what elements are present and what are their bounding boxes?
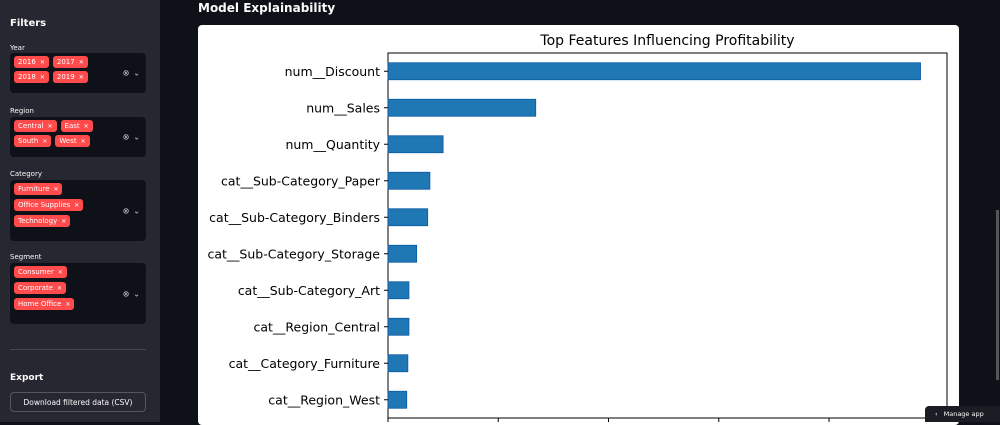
feature-importance-chart: Top Features Influencing Profitability nu… [198, 25, 959, 425]
y-tick-label: cat__Region_Central [254, 319, 381, 334]
bar [387, 62, 921, 81]
filter-tag[interactable]: West ✕ [55, 135, 90, 147]
remove-tag-icon[interactable]: ✕ [57, 285, 63, 292]
download-csv-button[interactable]: Download filtered data (CSV) [10, 392, 146, 412]
filter-tag[interactable]: Central ✕ [14, 120, 57, 132]
bar [387, 98, 537, 117]
filter-tag[interactable]: Technology ✕ [14, 215, 71, 227]
tag-label: Office Supplies [18, 201, 71, 209]
remove-tag-icon[interactable]: ✕ [78, 59, 84, 66]
segment-label: Segment [10, 253, 42, 261]
filter-tag[interactable]: 2016 ✕ [14, 56, 49, 68]
bar [387, 135, 444, 154]
clear-all-icon[interactable]: ⊗ [122, 289, 130, 298]
y-tick-label: cat__Sub-Category_Paper [221, 173, 381, 188]
bar [387, 317, 410, 336]
year-label: Year [10, 44, 25, 52]
category-multiselect[interactable]: Furniture ✕ Office Supplies ✕ Technology ✕ ⊗ ⌄ [10, 180, 146, 241]
filter-tag[interactable]: 2018 ✕ [14, 71, 49, 83]
bar [387, 281, 410, 300]
remove-tag-icon[interactable]: ✕ [78, 74, 84, 81]
remove-tag-icon[interactable]: ✕ [83, 123, 89, 130]
bar [387, 208, 429, 227]
y-tick-label: cat__Category_Furniture [229, 356, 381, 371]
tag-label: South [18, 137, 39, 145]
filter-tag[interactable]: Furniture ✕ [14, 183, 63, 195]
tag-label: Technology [18, 217, 58, 225]
clear-all-icon[interactable]: ⊗ [122, 68, 130, 78]
bar [387, 244, 418, 263]
plot-frame [387, 52, 948, 419]
sidebar: Filters Year 2016 ✕ 2017 ✕ 2018 ✕ 2019 ✕ ⊗ ⌄ Region… [0, 0, 160, 422]
tag-label: East [64, 122, 80, 130]
clear-all-icon[interactable]: ⊗ [122, 132, 130, 142]
chevron-left-icon: ‹ [935, 410, 938, 418]
remove-tag-icon[interactable]: ✕ [53, 186, 59, 193]
bar [387, 354, 409, 373]
remove-tag-icon[interactable]: ✕ [57, 269, 63, 276]
tag-label: 2016 [18, 58, 36, 66]
filter-tag[interactable]: East ✕ [60, 120, 93, 132]
tag-label: Central [18, 122, 44, 130]
tag-label: Corporate [18, 284, 53, 292]
manage-app-label: Manage app [943, 410, 984, 418]
category-label: Category [10, 170, 42, 178]
filters-heading: Filters [10, 18, 47, 29]
y-tick-label: num__Discount [285, 64, 380, 79]
remove-tag-icon[interactable]: ✕ [47, 123, 53, 130]
segment-multiselect[interactable]: Consumer ✕ Corporate ✕ Home Office ✕ ⊗ ⌄ [10, 263, 146, 324]
remove-tag-icon[interactable]: ✕ [42, 138, 48, 145]
section-title: Model Explainability [198, 1, 336, 15]
chart-svg: Top Features Influencing Profitability nu… [208, 33, 948, 422]
chevron-down-icon[interactable]: ⌄ [133, 68, 140, 78]
remove-tag-icon[interactable]: ✕ [80, 138, 86, 145]
remove-tag-icon[interactable]: ✕ [61, 218, 67, 225]
tag-label: 2018 [18, 73, 36, 81]
filter-tag[interactable]: 2019 ✕ [52, 71, 88, 83]
y-tick-label: cat__Sub-Category_Storage [208, 246, 381, 261]
filter-tag[interactable]: Corporate ✕ [14, 282, 67, 294]
region-label: Region [10, 107, 34, 115]
region-multiselect[interactable]: Central ✕ East ✕ South ✕ West ✕ ⊗ ⌄ [10, 117, 146, 157]
chart-title: Top Features Influencing Profitability [539, 33, 794, 49]
tag-label: 2019 [56, 73, 75, 81]
remove-tag-icon[interactable]: ✕ [39, 74, 45, 81]
chevron-down-icon[interactable]: ⌄ [133, 132, 140, 142]
bar [387, 390, 408, 409]
scrollbar[interactable] [996, 210, 999, 380]
tag-label: Home Office [18, 300, 62, 308]
chevron-down-icon[interactable]: ⌄ [133, 206, 140, 215]
remove-tag-icon[interactable]: ✕ [74, 202, 80, 209]
tag-label: West [59, 137, 77, 145]
y-tick-label: num__Sales [306, 100, 380, 115]
tag-label: 2017 [56, 58, 75, 66]
y-tick-label: num__Quantity [285, 137, 380, 152]
bar [387, 171, 431, 190]
manage-app-button[interactable]: ‹ Manage app [925, 406, 1000, 422]
filter-tag[interactable]: Home Office ✕ [14, 298, 75, 310]
filter-tag[interactable]: Office Supplies ✕ [14, 199, 84, 211]
filter-tag[interactable]: 2017 ✕ [52, 56, 88, 68]
divider [10, 349, 146, 350]
filter-tag[interactable]: Consumer ✕ [14, 266, 67, 278]
remove-tag-icon[interactable]: ✕ [39, 59, 45, 66]
y-tick-label: cat__Sub-Category_Art [238, 283, 380, 298]
y-tick-label: cat__Region_West [268, 392, 380, 407]
y-tick-label: cat__Sub-Category_Binders [209, 210, 380, 225]
filter-tag[interactable]: South ✕ [14, 135, 52, 147]
export-heading: Export [10, 373, 44, 383]
year-multiselect[interactable]: 2016 ✕ 2017 ✕ 2018 ✕ 2019 ✕ ⊗ ⌄ [10, 53, 146, 93]
tag-label: Consumer [18, 268, 54, 276]
tag-label: Furniture [18, 185, 50, 193]
chevron-down-icon[interactable]: ⌄ [133, 289, 140, 298]
clear-all-icon[interactable]: ⊗ [122, 206, 130, 215]
remove-tag-icon[interactable]: ✕ [65, 301, 71, 308]
